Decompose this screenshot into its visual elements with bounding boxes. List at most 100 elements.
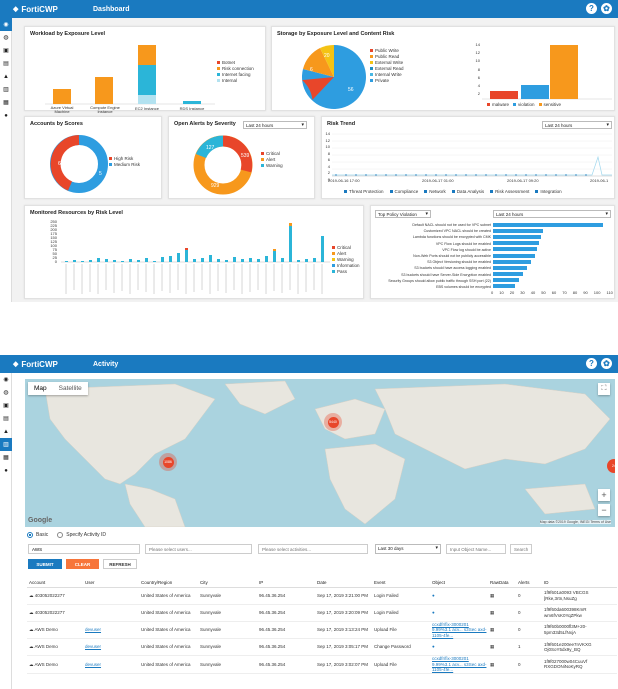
users-select[interactable]	[145, 544, 252, 554]
table-row[interactable]: ☁ 403052022277 United States of America …	[27, 604, 617, 622]
brand[interactable]: ◆ FortiCWP	[13, 4, 58, 14]
zoom-in-button[interactable]: +	[598, 489, 610, 501]
monitored-bar-chart	[61, 223, 330, 294]
user-object-icon[interactable]: ●	[432, 644, 435, 650]
rawdata-cell[interactable]: ▦	[488, 587, 516, 605]
tick-label: 25	[52, 255, 57, 260]
help-icon[interactable]: ?	[586, 358, 597, 369]
col-rawdata[interactable]: RawData	[488, 578, 516, 588]
warning-icon[interactable]: ▲	[3, 428, 9, 435]
radio-checked-icon[interactable]	[27, 532, 33, 538]
calendar-icon[interactable]: ▦	[3, 455, 9, 461]
risk-range-select[interactable]: Last 24 hours	[542, 121, 612, 129]
box-icon[interactable]: ▤	[3, 416, 9, 422]
map-cluster-asia[interactable]: 24	[607, 459, 615, 473]
submit-button[interactable]: SUBMIT	[28, 559, 62, 569]
rawdata-icon[interactable]: ▦	[490, 661, 495, 667]
rawdata-icon[interactable]: ▦	[490, 609, 495, 615]
col-ip[interactable]: IP	[257, 578, 315, 588]
policy-card: Top Policy Violation Last 24 hours Defau…	[370, 205, 615, 299]
legend-item: Alert	[261, 156, 283, 162]
user-cell[interactable]: devuser	[83, 621, 139, 639]
col-alerts[interactable]: Alerts	[516, 578, 542, 588]
table-row[interactable]: ☁ AWS Demo devuser United States of Amer…	[27, 621, 617, 639]
rawdata-cell[interactable]: ▦	[488, 621, 516, 639]
object-cell[interactable]: ●	[430, 587, 488, 605]
map-attribution[interactable]: Map data ©2019 Google, INEGI Terms of Us…	[539, 520, 611, 524]
satellite-tab[interactable]: Satellite	[58, 385, 82, 392]
legend-item: Internal	[217, 77, 254, 83]
user-object-icon[interactable]: ●	[432, 592, 435, 598]
risk-series-points	[335, 174, 587, 176]
world-map[interactable]: Map Satellite 5440 1086 24 ⛶ + − Google …	[25, 379, 615, 527]
policy-type-select[interactable]: Top Policy Violation	[375, 210, 431, 218]
map-cluster-us[interactable]: 1086	[159, 453, 177, 471]
policy-range-select[interactable]: Last 24 hours	[493, 210, 611, 218]
chart-icon[interactable]: ▥	[3, 87, 9, 93]
rawdata-icon[interactable]: ▦	[490, 627, 495, 632]
globe-icon[interactable]: ◍	[3, 390, 9, 396]
user-cell[interactable]: devuser	[83, 638, 139, 656]
user-cell[interactable]	[83, 587, 139, 605]
dashboard-icon[interactable]: ◉	[0, 18, 12, 31]
object-name-input[interactable]	[446, 544, 506, 554]
col-user[interactable]: User	[83, 578, 139, 588]
help-icon[interactable]: ?	[586, 3, 597, 14]
object-cell[interactable]: ●	[430, 638, 488, 656]
refresh-button[interactable]: REFRESH	[103, 559, 137, 569]
warning-icon[interactable]: ▲	[3, 73, 9, 80]
globe-icon[interactable]: ◍	[3, 35, 9, 41]
user-object-icon[interactable]: ●	[432, 609, 435, 615]
user-cell[interactable]: devuser	[83, 655, 139, 674]
table-row[interactable]: ☁ 403052022277 United States of America …	[27, 587, 617, 605]
gear-icon[interactable]: ✿	[601, 3, 612, 14]
object-cell[interactable]: ccxdfr/fix-3000201 9.99%3.1 acv... s3Sec…	[430, 655, 488, 674]
col-account[interactable]: Account	[27, 578, 83, 588]
table-row[interactable]: ☁ AWS Demo devuser United States of Amer…	[27, 655, 617, 674]
col-object[interactable]: Object	[430, 578, 488, 588]
user-cell[interactable]	[83, 604, 139, 622]
accounts-donut	[50, 135, 108, 193]
basic-radio-group[interactable]: Basic Specify Activity ID	[27, 532, 106, 538]
object-cell[interactable]: ccxdfr/fix-3000201 9.99%3.1 acv... s3Sec…	[430, 621, 488, 639]
activities-select[interactable]	[258, 544, 368, 554]
col-city[interactable]: City	[198, 578, 257, 588]
rawdata-cell[interactable]: ▦	[488, 604, 516, 622]
policy-labels: Default NACL should not be used for VPC …	[373, 222, 491, 290]
account-input[interactable]	[28, 544, 140, 554]
dashboard-icon[interactable]: ◉	[3, 377, 9, 383]
rawdata-icon[interactable]: ▦	[490, 644, 495, 650]
box-icon[interactable]: ▤	[3, 61, 9, 67]
col-date[interactable]: Date	[315, 578, 372, 588]
policy-bar-chart	[493, 223, 603, 288]
fullscreen-icon[interactable]: ⛶	[598, 383, 610, 395]
extra-filter-input[interactable]	[510, 544, 532, 554]
col-country[interactable]: Country/Region	[139, 578, 198, 588]
camera-icon[interactable]: ▣	[3, 403, 9, 409]
camera-icon[interactable]: ▣	[3, 48, 9, 54]
clear-button[interactable]: CLEAR	[66, 559, 99, 569]
user-icon[interactable]: ●	[4, 112, 8, 119]
map-tab[interactable]: Map	[34, 385, 47, 392]
rawdata-cell[interactable]: ▦	[488, 655, 516, 674]
chart-icon[interactable]: ▥	[0, 438, 12, 451]
page-title: Activity	[93, 360, 119, 368]
calendar-icon[interactable]: ▦	[3, 100, 9, 106]
policy-label: Lambda functions should be encrypted wit…	[412, 235, 491, 240]
rawdata-cell[interactable]: ▦	[488, 638, 516, 656]
gear-icon[interactable]: ✿	[601, 358, 612, 369]
alerts-range-select[interactable]: Last 24 hours	[243, 121, 307, 129]
brand[interactable]: ◆ FortiCWP	[13, 359, 58, 369]
object-cell[interactable]: ●	[430, 604, 488, 622]
accounts-card: Accounts by Scores 6 5 High Risk Medium …	[24, 116, 162, 199]
policy-label: Customized VPC NACL should be created	[423, 229, 491, 234]
col-id[interactable]: ID	[542, 578, 617, 588]
col-event[interactable]: Event	[372, 578, 430, 588]
zoom-out-button[interactable]: −	[598, 504, 610, 516]
rawdata-icon[interactable]: ▦	[490, 592, 495, 598]
user-icon[interactable]: ●	[4, 467, 8, 474]
radio-unchecked-icon[interactable]	[57, 532, 64, 538]
table-row[interactable]: ☁ AWS Demo devuser United States of Amer…	[27, 638, 617, 656]
date-range-select[interactable]: Last 30 days	[375, 544, 441, 554]
map-cluster-europe[interactable]: 5440	[324, 413, 342, 431]
